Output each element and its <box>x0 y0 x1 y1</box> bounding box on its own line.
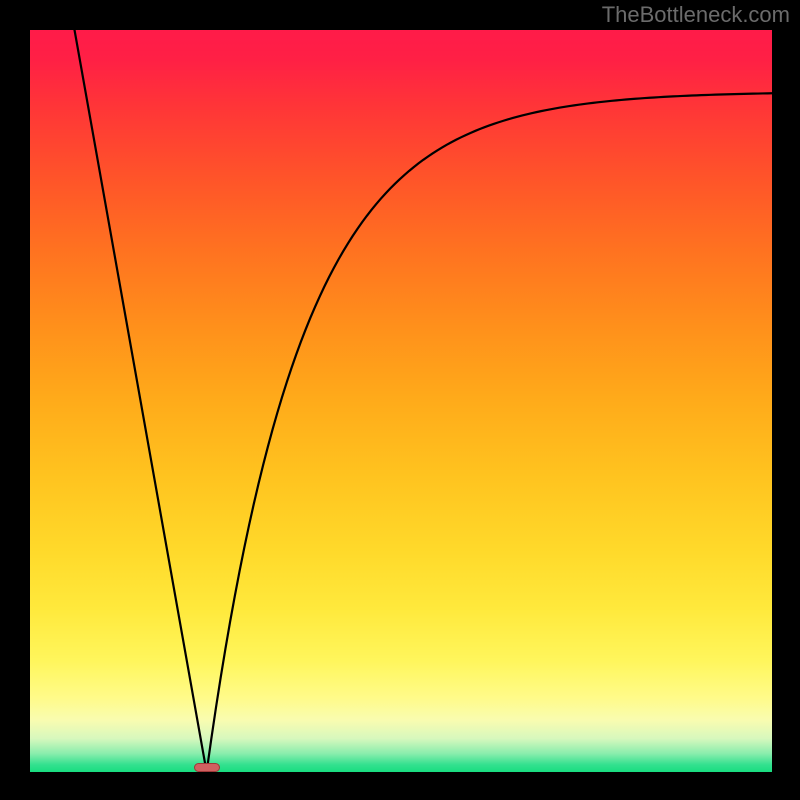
bottleneck-curve <box>75 30 772 772</box>
chart-container: TheBottleneck.com <box>0 0 800 800</box>
watermark-text: TheBottleneck.com <box>602 2 790 28</box>
curve-layer <box>30 30 772 772</box>
vertex-marker <box>194 763 220 772</box>
plot-area <box>30 30 772 772</box>
